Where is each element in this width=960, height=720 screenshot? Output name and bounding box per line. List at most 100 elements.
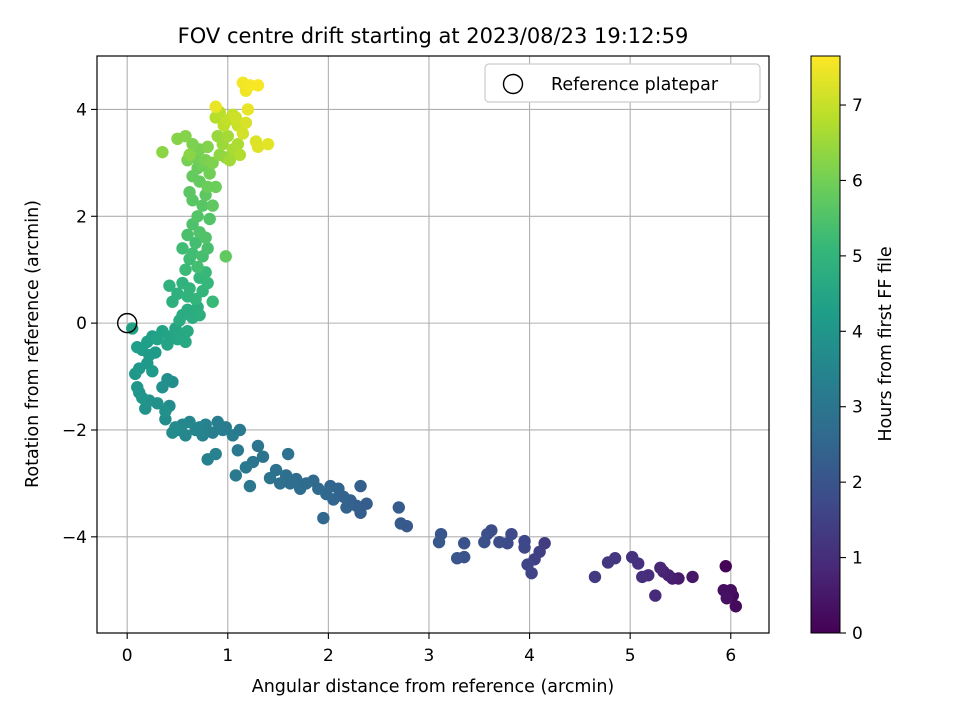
data-point	[219, 250, 232, 263]
data-point	[493, 535, 506, 549]
data-point	[281, 447, 295, 461]
data-point	[478, 535, 491, 549]
data-point	[156, 145, 169, 159]
data-point	[223, 153, 236, 167]
data-point	[261, 137, 275, 151]
y-tick-label: 4	[76, 100, 87, 120]
data-point	[189, 292, 202, 306]
data-point	[186, 247, 199, 260]
data-point	[193, 308, 206, 322]
data-point	[211, 415, 224, 429]
data-point	[179, 335, 192, 349]
data-point	[191, 260, 204, 274]
data-point	[201, 276, 214, 290]
data-point	[206, 426, 219, 439]
y-tick-label: 2	[76, 207, 87, 227]
data-point	[209, 100, 222, 113]
data-point	[201, 242, 214, 255]
legend: Reference platepar	[484, 63, 761, 103]
colorbar-ticks: 0 1 2 3 4 5 6 7	[840, 96, 863, 644]
y-axis-label: Rotation from reference (arcmin)	[23, 200, 43, 488]
data-point	[203, 167, 216, 180]
data-point	[156, 381, 169, 394]
data-point	[243, 479, 257, 493]
data-point	[231, 444, 245, 457]
x-tick-label: 5	[625, 646, 636, 666]
data-point	[317, 511, 330, 525]
data-point	[649, 589, 662, 602]
colorbar	[810, 55, 841, 634]
data-point	[233, 148, 247, 162]
colorbar-tick-label: 0	[852, 624, 863, 644]
y-axis-ticks: −4 −2 0 2 4	[62, 100, 97, 548]
x-axis-label: Angular distance from reference (arcmin)	[252, 677, 615, 697]
data-point	[146, 365, 159, 378]
data-point	[199, 231, 212, 244]
data-point	[191, 210, 204, 223]
data-point	[131, 381, 144, 394]
data-point	[209, 447, 222, 461]
x-tick-label: 1	[222, 646, 233, 666]
data-point	[171, 287, 184, 300]
data-point	[229, 469, 243, 482]
data-point	[729, 600, 743, 613]
data-point	[719, 560, 732, 573]
data-points	[126, 76, 743, 613]
x-tick-label: 0	[122, 646, 133, 666]
data-point	[686, 570, 699, 584]
y-tick-label: −2	[62, 421, 87, 441]
data-point	[239, 116, 253, 129]
data-point	[159, 405, 172, 418]
colorbar-tick-label: 4	[852, 322, 863, 342]
data-point	[251, 140, 265, 154]
y-tick-label: 0	[76, 314, 87, 334]
x-axis-ticks: 0 1 2 3 4 5 6	[122, 633, 736, 666]
colorbar-tick-label: 7	[852, 96, 863, 116]
data-point	[221, 129, 234, 143]
y-tick-label: −4	[62, 528, 87, 548]
data-point	[239, 461, 253, 474]
data-point	[196, 199, 209, 212]
data-point	[206, 199, 219, 212]
data-point	[206, 156, 219, 170]
legend-label: Reference platepar	[551, 75, 719, 95]
colorbar-tick-label: 5	[852, 247, 863, 267]
data-point	[654, 561, 667, 575]
data-point	[126, 322, 139, 335]
data-point	[183, 186, 196, 199]
data-point	[273, 477, 287, 490]
data-point	[166, 426, 179, 439]
data-point	[171, 132, 184, 146]
data-point	[241, 103, 255, 116]
data-point	[231, 137, 245, 151]
data-point	[183, 148, 196, 162]
legend-box	[484, 63, 761, 103]
data-point	[201, 140, 214, 154]
data-point	[354, 479, 367, 493]
data-point	[163, 279, 176, 292]
data-point	[720, 592, 733, 605]
x-tick-label: 3	[424, 646, 435, 666]
colorbar-tick-label: 2	[852, 473, 863, 493]
x-tick-label: 4	[524, 646, 535, 666]
data-point	[179, 263, 192, 276]
data-point	[256, 450, 270, 463]
data-point	[226, 429, 240, 442]
x-tick-label: 2	[323, 646, 334, 666]
plot-area-frame	[96, 55, 770, 634]
colorbar-tick-label: 6	[852, 171, 863, 191]
reference-platepar-marker	[116, 312, 138, 334]
data-point	[625, 550, 639, 564]
data-point	[518, 534, 531, 548]
data-point	[457, 537, 471, 550]
data-point	[394, 517, 408, 530]
colorbar-label: Hours from first FF file	[876, 246, 896, 441]
colorbar-tick-label: 3	[852, 398, 863, 418]
data-point	[183, 282, 196, 295]
colorbar-tick-label: 1	[852, 549, 863, 569]
data-point	[251, 439, 265, 453]
data-point	[229, 111, 243, 124]
data-point	[189, 236, 202, 250]
data-point	[588, 570, 602, 584]
